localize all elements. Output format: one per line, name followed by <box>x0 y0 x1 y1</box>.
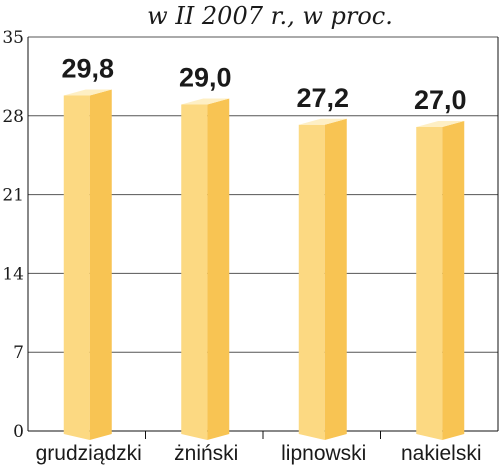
value-labels: 29,8 29,0 27,2 27,0 <box>61 54 466 116</box>
category-label: żniński <box>174 442 238 465</box>
bar-top-face <box>181 98 230 105</box>
bar-front-face <box>416 127 443 441</box>
y-tick-label: 21 <box>2 186 24 206</box>
y-tick-label: 14 <box>2 264 24 284</box>
bar-front-face <box>181 104 208 441</box>
bar-2 <box>181 98 230 441</box>
y-axis-ticks: 0 7 14 21 28 35 <box>2 28 24 442</box>
bar-side-face <box>207 98 230 441</box>
bar-top-face <box>63 89 112 96</box>
value-label: 29,8 <box>61 54 114 84</box>
y-tick-label: 28 <box>2 107 24 127</box>
chart-subtitle: w II 2007 r., w proc. <box>147 2 393 30</box>
category-label: grudziądzki <box>36 442 142 465</box>
y-tick-label: 0 <box>13 422 24 442</box>
category-label: lipnowski <box>281 442 366 465</box>
x-axis-ticks <box>145 431 381 439</box>
bar-side-face <box>324 118 347 440</box>
bar-front-face <box>63 95 90 440</box>
bar-4 <box>416 121 465 441</box>
value-label: 27,2 <box>296 83 349 113</box>
value-label: 29,0 <box>179 63 232 93</box>
y-tick-label: 7 <box>13 343 24 363</box>
bars <box>63 89 465 441</box>
bar-1 <box>63 89 112 440</box>
category-label: nakielski <box>401 442 482 465</box>
bar-top-face <box>416 121 465 128</box>
bar-front-face <box>298 124 325 440</box>
y-tick-label: 35 <box>2 28 24 48</box>
category-labels: grudziądzki żniński lipnowski nakielski <box>36 442 482 465</box>
bar-3 <box>298 118 347 440</box>
bar-side-face <box>89 89 112 440</box>
value-label: 27,0 <box>414 85 467 115</box>
bar-side-face <box>442 121 465 441</box>
bar-top-face <box>298 118 347 125</box>
